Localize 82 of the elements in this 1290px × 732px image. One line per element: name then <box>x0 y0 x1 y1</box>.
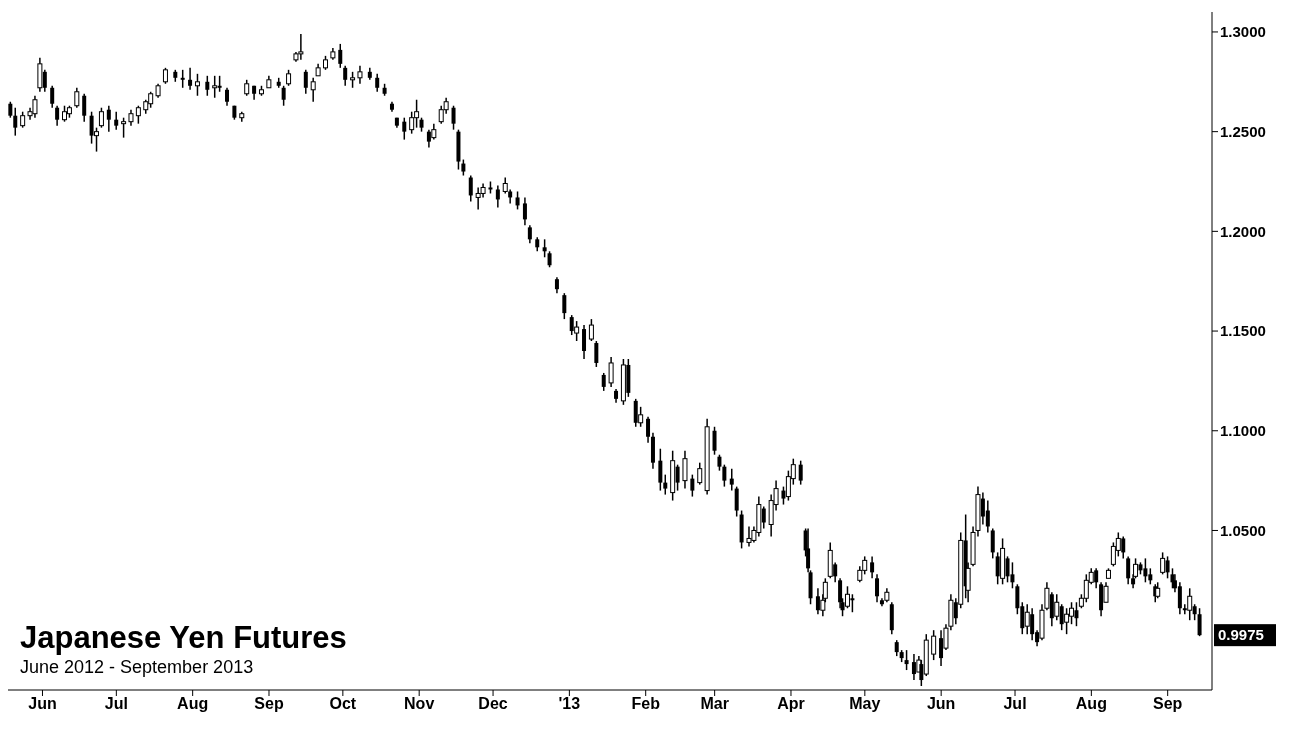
candlestick <box>310 77 316 103</box>
candlestick <box>682 449 688 490</box>
text: June 2012 - September 2013 <box>20 656 255 678</box>
y-tick-label: 1.1500 <box>1220 322 1266 340</box>
text: 0.9975 <box>1218 626 1264 644</box>
x-tick-label: '13 <box>558 695 581 713</box>
candlestick <box>690 473 695 498</box>
y-tick-label: 1.2500 <box>1220 122 1266 140</box>
candlestick <box>281 85 286 107</box>
candlestick <box>582 324 587 360</box>
candlestick <box>798 459 803 486</box>
candlestick <box>194 73 200 97</box>
candlestick <box>697 461 703 486</box>
candlestick <box>722 463 727 488</box>
candlestick <box>990 527 995 560</box>
candlestick <box>1187 587 1193 621</box>
candlestick <box>188 67 193 91</box>
candlestick <box>870 555 875 580</box>
candlestick <box>451 104 456 131</box>
candlestick <box>562 292 567 320</box>
x-tick-label: Jun <box>28 695 57 713</box>
candlestick <box>729 467 734 492</box>
candlestick <box>608 356 614 388</box>
y-tick-label: 1.0500 <box>1220 521 1266 539</box>
candlestick <box>13 106 18 137</box>
y-tick-label: 1.1000 <box>1220 422 1266 440</box>
text: Japanese Yen Futures <box>20 620 347 656</box>
candlestick <box>904 649 909 671</box>
x-tick-label: Nov <box>404 695 435 713</box>
x-tick-label: Sep <box>1153 695 1183 713</box>
candlestick <box>931 629 937 661</box>
x-tick-label: May <box>849 695 881 713</box>
x-tick-label: Aug <box>177 695 209 713</box>
candlestick <box>646 416 651 444</box>
x-tick-label: Aug <box>1075 695 1107 713</box>
candlestick <box>50 85 55 109</box>
candlestick <box>98 106 104 129</box>
candlestick <box>303 69 308 95</box>
y-tick-label: 1.3000 <box>1220 23 1266 41</box>
x-tick-label: Oct <box>329 695 357 713</box>
candlestick <box>1126 555 1131 586</box>
x-tick-label: Dec <box>478 695 508 713</box>
candlestick <box>55 104 60 127</box>
x-tick-label: Jul <box>104 695 128 713</box>
x-tick-label: Apr <box>777 695 805 713</box>
candlestick <box>594 340 599 368</box>
x-tick-label: Jul <box>1003 695 1027 713</box>
y-tick-label: 1.2000 <box>1220 222 1266 240</box>
candlestick <box>522 196 527 227</box>
candlestick <box>106 104 111 133</box>
candlestick <box>409 110 415 135</box>
candlestick <box>495 184 500 209</box>
candlestick <box>1054 593 1060 621</box>
x-tick-label: Jun <box>926 695 956 713</box>
candlestick <box>1177 581 1182 615</box>
x-tick-label: Sep <box>254 695 284 713</box>
candlestick <box>121 116 127 139</box>
candlestick <box>663 473 668 496</box>
candlestick <box>985 499 990 534</box>
candlestick <box>338 43 343 69</box>
candlestick <box>1064 607 1070 635</box>
x-tick-label: Mar <box>700 695 729 713</box>
candlestick <box>1160 551 1166 576</box>
candlestick <box>402 116 407 141</box>
candlestick <box>734 485 739 518</box>
candlestick <box>212 75 218 99</box>
candlestick <box>875 573 880 604</box>
candlestick <box>588 318 594 342</box>
candlestick <box>205 75 210 97</box>
candlestick <box>844 585 850 609</box>
candlestick <box>74 87 80 109</box>
candlestick <box>658 447 663 492</box>
x-tick-label: Feb <box>631 695 661 713</box>
candlestick <box>574 320 580 342</box>
candlestick <box>343 65 348 87</box>
candlestick <box>1197 607 1202 637</box>
candlestick <box>712 426 717 456</box>
candlestick <box>468 174 473 203</box>
candlestick <box>82 93 87 123</box>
candlestick <box>1170 567 1175 590</box>
candlestick <box>1010 561 1015 590</box>
candlestick <box>37 57 43 93</box>
